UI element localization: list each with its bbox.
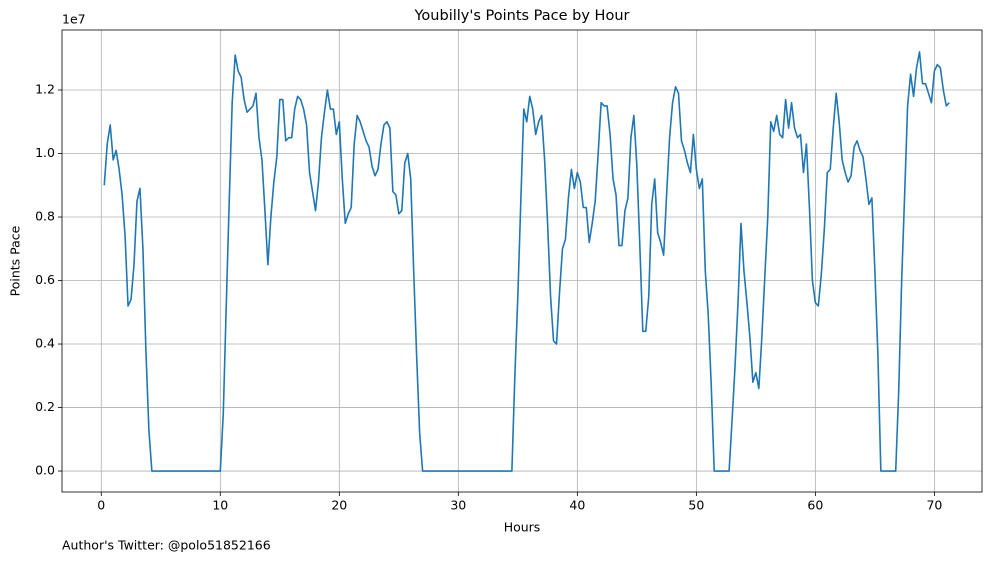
x-tick-label: 0 [97,498,105,513]
x-tick-label: 70 [926,498,942,513]
x-tick-label: 10 [212,498,228,513]
footer: Author's Twitter: @polo51852166 [62,538,271,553]
x-tick-label: 30 [450,498,466,513]
x-tick-label: 60 [807,498,823,513]
y-tick-label: 0.8 [35,209,55,224]
y-tick-label: 0.0 [35,463,55,478]
y-axis-label: Points Pace [8,225,23,296]
y-tick-label: 1.0 [35,145,55,160]
y-tick-label: 0.2 [35,399,55,414]
y-tick-label: 0.6 [35,272,55,287]
chart-title: Youbilly's Points Pace by Hour [414,8,630,24]
y-tick-label: 0.4 [35,336,55,351]
x-axis-label: Hours [504,520,541,535]
x-tick-label: 50 [688,498,704,513]
x-tick-label: 40 [569,498,585,513]
plot-frame [61,29,983,493]
y-tick-label: 1.2 [35,82,55,97]
x-tick-label: 20 [331,498,347,513]
y-offset-label: 1e7 [62,12,86,27]
data-line [103,51,950,472]
